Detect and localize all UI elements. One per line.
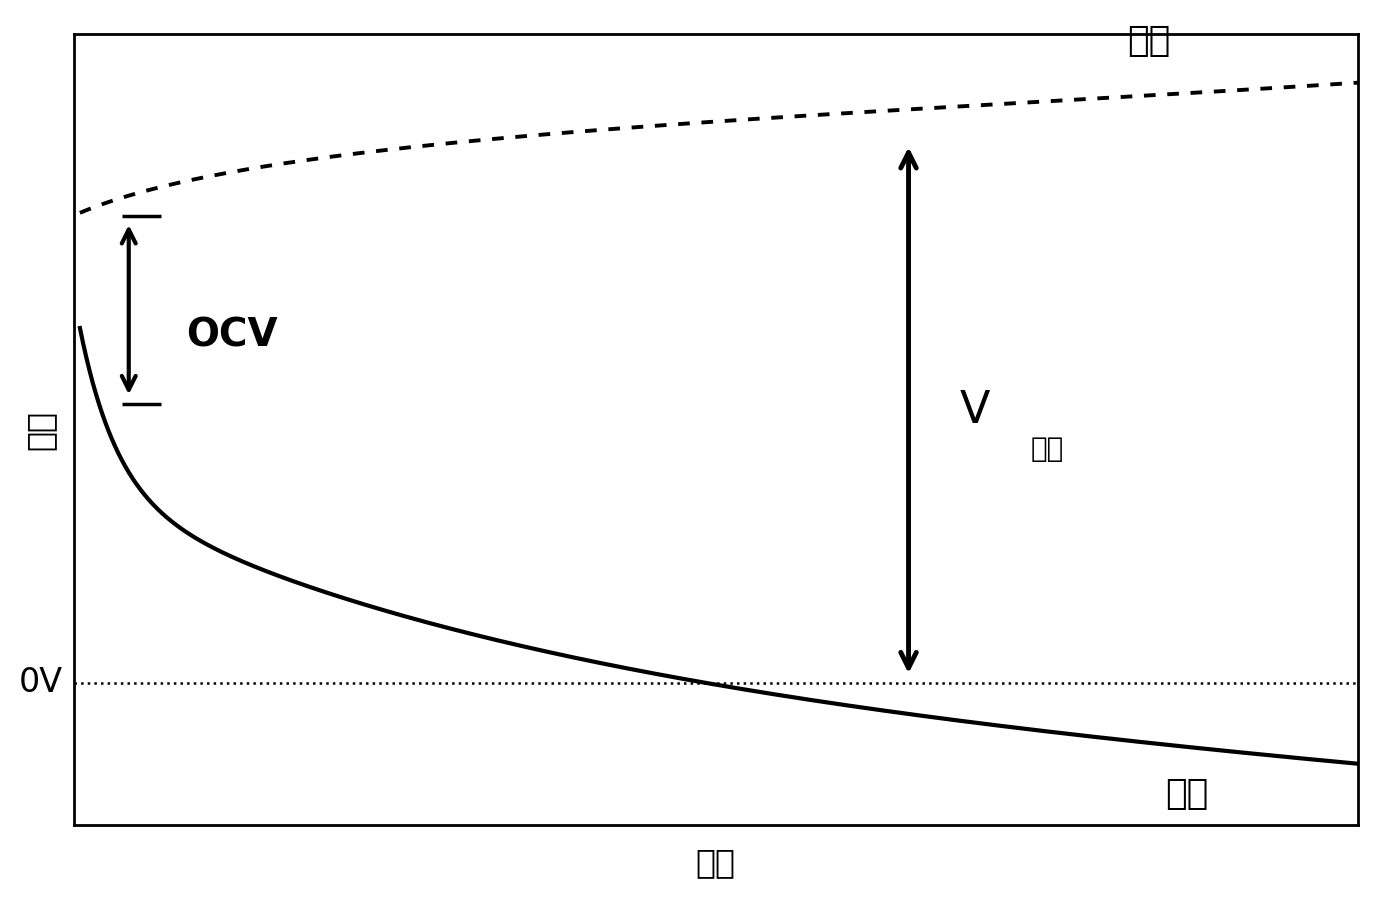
Text: 阴极: 阴极 [1127,23,1171,58]
Text: 临界: 临界 [1030,435,1063,464]
Text: 0V: 0V [19,666,63,699]
X-axis label: 时间: 时间 [696,846,736,879]
Text: OCV: OCV [186,317,279,355]
Text: V: V [960,389,990,432]
Y-axis label: 电位: 电位 [23,410,57,450]
Text: 阳极: 阳极 [1165,777,1209,811]
